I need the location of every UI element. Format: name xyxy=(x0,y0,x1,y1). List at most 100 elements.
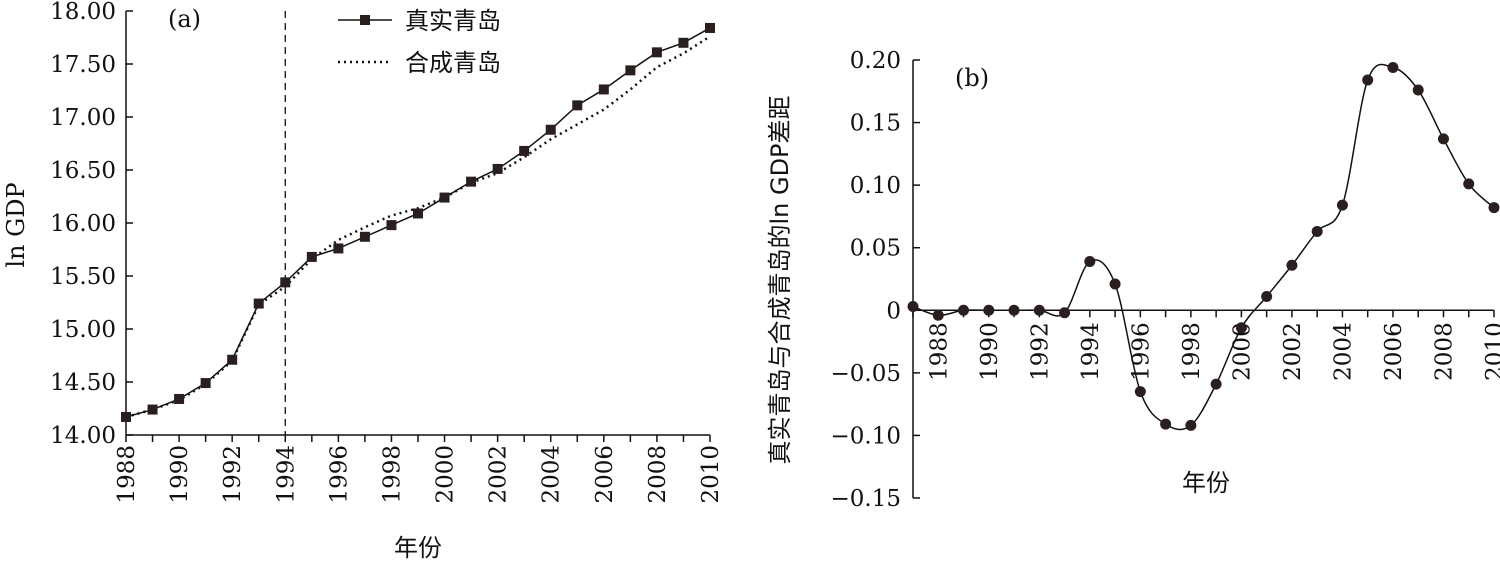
panel-b-x-ticks: 1988 1990 1992 1994 1996 1998 2000 2002 2004 2006… xyxy=(912,310,1500,381)
x-tick-label: 1990 xyxy=(167,445,193,504)
x-tick-label: 1988 xyxy=(926,322,952,381)
panel-b-x-axis-label: 年份 xyxy=(1182,469,1230,497)
panel-a-label: (a) xyxy=(168,5,201,33)
x-tick-label: 2006 xyxy=(1381,322,1407,381)
data-point-real xyxy=(280,277,291,288)
y-tick-label: 16.50 xyxy=(50,158,116,184)
data-point-real xyxy=(651,47,662,58)
series-line-real xyxy=(125,27,711,418)
y-tick-label: 0.15 xyxy=(850,111,901,137)
data-point-gap xyxy=(1463,178,1475,190)
data-point-real xyxy=(359,231,370,242)
data-point-gap xyxy=(1109,278,1121,290)
x-tick-label: 2010 xyxy=(698,445,724,504)
data-point-real xyxy=(572,100,583,111)
y-tick-label: −0.05 xyxy=(831,361,901,387)
data-point-real xyxy=(386,220,397,231)
y-tick-label: 0.05 xyxy=(850,236,901,262)
data-point-real xyxy=(147,404,158,415)
data-point-real xyxy=(519,145,530,156)
panel-a-series xyxy=(121,22,715,422)
panel-b-y-axis-label: 真实青岛与合成青岛的ln GDP差距 xyxy=(766,95,794,464)
panel-a-x-ticks: 1988 1990 1992 1994 1996 1998 2000 2002 2004 2006… xyxy=(114,435,724,504)
data-point-gap xyxy=(1336,199,1348,211)
data-point-real xyxy=(678,37,689,48)
y-tick-label: 15.50 xyxy=(50,264,116,290)
y-tick-label: 0 xyxy=(886,298,901,324)
data-point-real xyxy=(598,84,609,95)
legend-entry-synthetic: 合成青岛 xyxy=(405,49,501,77)
x-tick-label: 1992 xyxy=(220,445,246,504)
x-tick-label: 2002 xyxy=(1280,322,1306,381)
legend-entry-real: 真实青岛 xyxy=(405,7,501,35)
data-point-real xyxy=(200,378,211,389)
y-tick-label: 17.50 xyxy=(50,52,116,78)
panel-a-x-axis-label: 年份 xyxy=(394,534,442,562)
data-point-real xyxy=(545,124,556,135)
data-point-real xyxy=(466,176,477,187)
y-tick-label: 0.10 xyxy=(850,173,901,199)
data-point-gap xyxy=(1235,322,1247,334)
data-point-gap xyxy=(983,304,995,316)
data-point-gap xyxy=(1362,74,1374,86)
panel-a-legend: 真实青岛 合成青岛 xyxy=(338,7,501,77)
x-tick-label: 1994 xyxy=(1078,322,1104,381)
data-point-gap xyxy=(1311,225,1323,237)
data-point-gap xyxy=(958,304,970,316)
x-tick-label: 1998 xyxy=(1179,322,1205,381)
panel-b-series xyxy=(907,62,1500,431)
data-point-gap xyxy=(1160,418,1172,430)
data-point-gap xyxy=(1412,84,1424,96)
data-point-real xyxy=(333,243,344,254)
data-point-real xyxy=(174,393,185,404)
x-tick-label: 1996 xyxy=(1128,322,1154,381)
data-point-real xyxy=(705,22,715,33)
data-point-gap xyxy=(1261,291,1273,303)
data-point-gap xyxy=(1084,255,1096,267)
x-tick-label: 1998 xyxy=(379,445,405,504)
panel-a: (a) 14.0014.5015.0015.5016.0016.5017.001… xyxy=(2,0,724,562)
y-tick-label: −0.10 xyxy=(831,423,901,449)
data-point-real xyxy=(253,298,264,309)
y-tick-label: 16.00 xyxy=(50,211,116,237)
series-line-synthetic xyxy=(125,35,711,419)
data-point-gap xyxy=(1437,133,1449,145)
panel-a-y-ticks: 14.00 14.50 15.00 15.50 16.00 16.50 17.00 17.50… xyxy=(50,0,133,449)
data-point-gap xyxy=(1185,419,1197,431)
x-tick-label: 1990 xyxy=(977,322,1003,381)
panel-b-label: (b) xyxy=(955,64,989,92)
data-point-gap xyxy=(1387,62,1399,74)
x-tick-label: 1996 xyxy=(326,445,352,504)
data-point-gap xyxy=(1059,307,1071,319)
x-tick-label: 2010 xyxy=(1482,322,1500,381)
x-tick-label: 2000 xyxy=(433,445,459,504)
x-tick-label: 1994 xyxy=(273,445,299,504)
y-tick-label: 17.00 xyxy=(50,105,116,131)
x-tick-label: 1992 xyxy=(1027,322,1053,381)
x-tick-label: 2004 xyxy=(1330,322,1356,381)
data-point-gap xyxy=(1008,304,1020,316)
data-point-gap xyxy=(1488,202,1500,214)
data-point-real xyxy=(227,354,238,365)
y-tick-label: 14.50 xyxy=(50,370,116,396)
x-tick-label: 2008 xyxy=(645,445,671,504)
data-point-gap xyxy=(1286,259,1298,271)
panel-a-y-axis-label: ln GDP xyxy=(2,182,30,267)
panel-b-y-ticks: −0.15 −0.10 −0.05 0 0.05 0.10 0.15 0.20 xyxy=(831,48,920,512)
data-point-real xyxy=(413,208,423,219)
data-point-real xyxy=(439,192,450,203)
x-tick-label: 2002 xyxy=(486,445,512,504)
y-tick-label: 15.00 xyxy=(50,317,116,343)
x-tick-label: 2006 xyxy=(592,445,618,504)
data-point-gap xyxy=(907,301,919,313)
y-tick-label: 18.00 xyxy=(50,0,116,25)
data-point-real xyxy=(306,251,317,262)
data-point-real xyxy=(625,65,636,76)
y-tick-label: −0.15 xyxy=(831,486,901,512)
data-point-real xyxy=(121,411,131,422)
data-point-gap xyxy=(1210,378,1222,390)
x-tick-label: 2004 xyxy=(539,445,565,504)
data-point-real xyxy=(492,163,503,174)
x-tick-label: 1988 xyxy=(114,445,140,504)
